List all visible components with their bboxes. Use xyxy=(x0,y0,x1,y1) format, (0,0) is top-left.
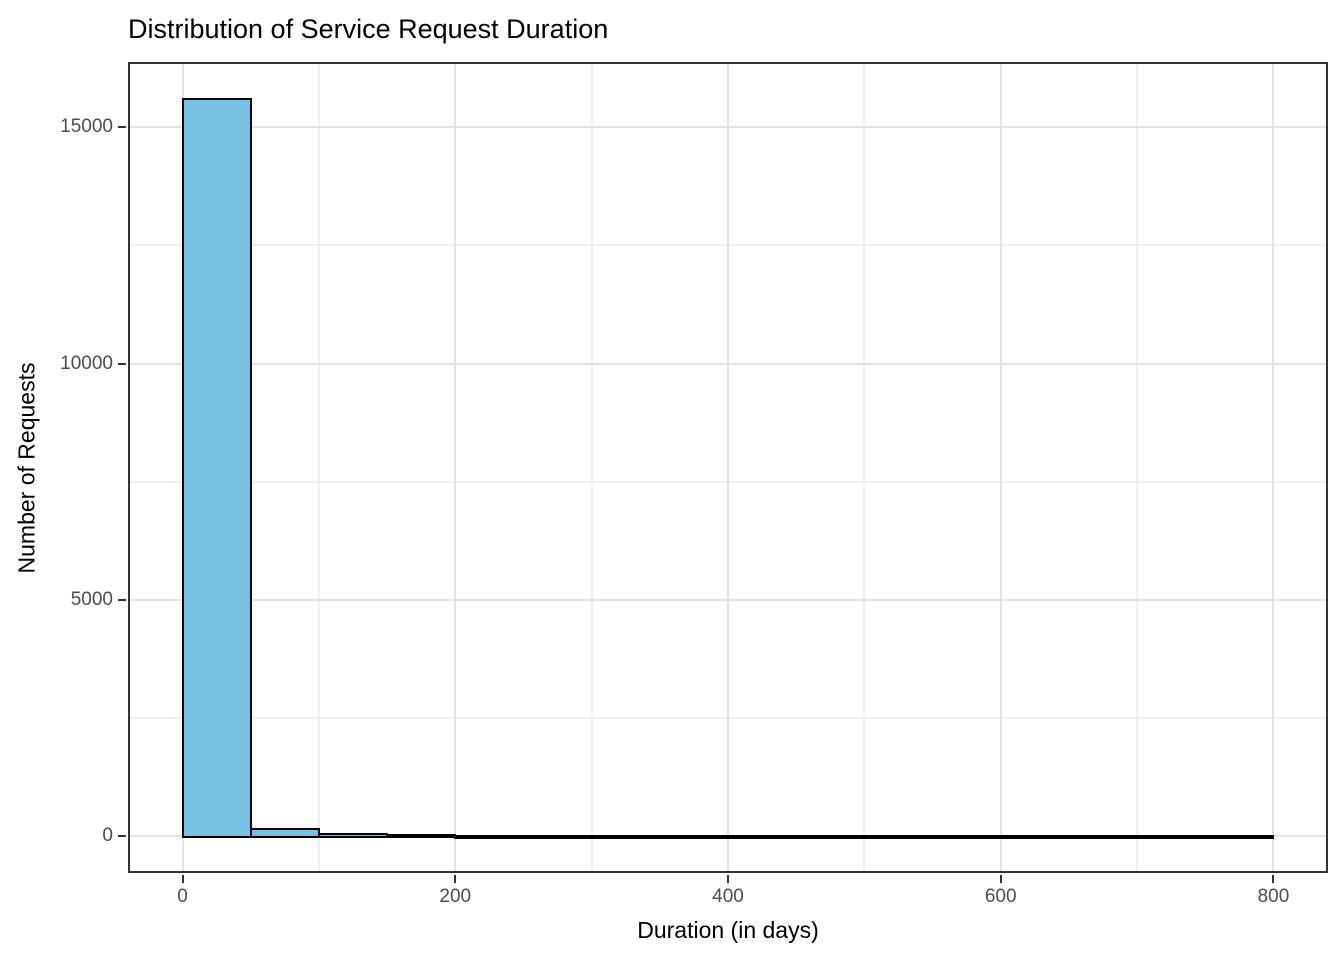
histogram-bar xyxy=(1136,834,1207,839)
grid-minor-x xyxy=(590,62,593,873)
histogram-bar xyxy=(1204,834,1275,839)
histogram-bar xyxy=(1067,834,1139,839)
plot-panel xyxy=(128,62,1328,873)
grid-major-x xyxy=(1272,62,1275,873)
chart-title: Distribution of Service Request Duration xyxy=(128,14,609,44)
histogram-bar xyxy=(795,834,866,839)
y-tick-label: 5000 xyxy=(70,588,113,610)
y-tick-label: 10000 xyxy=(60,352,113,374)
histogram-bar xyxy=(590,834,661,839)
x-tick-mark xyxy=(454,875,457,883)
y-tick-mark xyxy=(118,362,126,365)
histogram-bar xyxy=(249,828,320,839)
y-tick-mark xyxy=(118,835,126,838)
x-tick-label: 0 xyxy=(177,886,188,907)
y-tick-label: 15000 xyxy=(60,116,113,138)
y-axis-title: Number of Requests xyxy=(13,362,40,573)
histogram-bar xyxy=(181,97,252,839)
y-tick-mark xyxy=(118,126,126,129)
histogram-bar xyxy=(386,834,457,839)
histogram-bar xyxy=(999,834,1070,839)
x-tick-mark xyxy=(1272,875,1275,883)
y-tick-mark xyxy=(118,598,126,601)
histogram-bar xyxy=(454,834,525,839)
x-tick-label: 600 xyxy=(984,886,1017,907)
grid-major-x xyxy=(727,62,729,873)
histogram-bar xyxy=(863,834,934,839)
x-tick-mark xyxy=(181,875,184,883)
grid-major-x xyxy=(999,62,1002,873)
x-tick-label: 200 xyxy=(439,886,472,907)
x-tick-mark xyxy=(999,875,1002,883)
x-tick-label: 800 xyxy=(1257,886,1290,907)
histogram-bar xyxy=(317,833,389,839)
y-tick-label: 0 xyxy=(102,825,113,847)
histogram-bar xyxy=(727,834,798,839)
histogram-bar xyxy=(522,834,593,839)
x-tick-mark xyxy=(727,875,729,883)
grid-minor-x xyxy=(317,62,320,873)
grid-minor-x xyxy=(863,62,866,873)
x-axis-title: Duration (in days) xyxy=(637,917,819,943)
grid-minor-x xyxy=(1136,62,1139,873)
x-tick-label: 400 xyxy=(712,886,744,907)
grid-major-x xyxy=(454,62,457,873)
histogram-bar xyxy=(658,834,729,839)
histogram-bar xyxy=(931,834,1002,839)
